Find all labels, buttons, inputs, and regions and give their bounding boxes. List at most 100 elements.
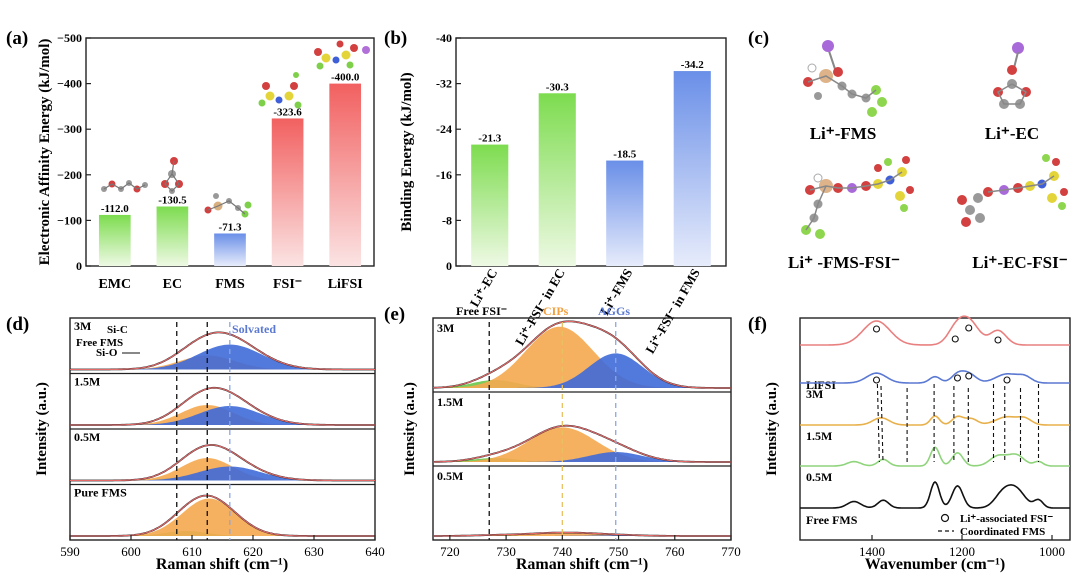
panel-f: (f) Intensity (a.u.) Wavenumber (cm⁻¹) L… xyxy=(748,314,1071,573)
panel-a-bar xyxy=(98,214,131,266)
panel-b-ytick-label: -24 xyxy=(436,122,452,136)
panel-e-component-area xyxy=(433,353,731,388)
fms-molecule-icon xyxy=(204,193,252,218)
panel-a: (a) Electronic Affinity Energy (kJ/mol) … xyxy=(6,28,375,292)
li-ec-structure-icon xyxy=(993,42,1031,109)
panel-f-peak-marker xyxy=(951,335,959,343)
panel-e-xtick-label: 760 xyxy=(665,544,685,559)
panel-d-series-label: 3M xyxy=(74,319,91,333)
panel-e-label: (e) xyxy=(384,304,405,325)
panel-f-legend: Li⁺-associated FSI⁻ Coordinated FMS xyxy=(938,513,1053,538)
panel-f-spectrum-line xyxy=(800,415,1070,426)
panel-a-bar-value-label: -71.3 xyxy=(219,221,242,233)
panel-e-plot: 3M 1.5M 0.5M xyxy=(432,320,731,540)
panel-e-component-area xyxy=(433,452,731,462)
panel-d: (d) Intensity (a.u.) Raman shift (cm⁻¹) … xyxy=(6,314,385,573)
panel-d-xtick-label: 620 xyxy=(243,544,263,559)
panel-b-ytick-label: -40 xyxy=(436,31,452,45)
panel-d-xtick-label: 630 xyxy=(304,544,324,559)
panel-d-component-area xyxy=(70,466,375,481)
lifsi-molecule-icon xyxy=(314,40,370,70)
panel-e-xtick-label: 770 xyxy=(721,544,741,559)
panel-e: (e) Intensity (a.u.) Raman shift (cm⁻¹) … xyxy=(384,304,741,573)
panel-a-bars: -112.0 EMC -130.5 EC -71.3 FMS -323.6 FSI⁻ -400.… xyxy=(98,72,362,292)
panel-b-ytick-label: 0 xyxy=(446,259,452,273)
panel-f-series-label: Free FMS xyxy=(806,513,858,527)
panel-b-bar-value-label: -18.5 xyxy=(613,149,636,161)
free-fsi-annotation: Free FSI⁻ xyxy=(456,304,507,318)
panel-b-bar xyxy=(538,93,576,266)
panel-e-fit-line xyxy=(433,532,731,537)
panel-f-spectrum-line xyxy=(800,481,1070,509)
panel-d-series-label: 1.5M xyxy=(74,375,100,389)
panel-a-bar-value-label: -400.0 xyxy=(331,72,360,84)
panel-f-frame xyxy=(799,317,1071,541)
panel-d-x-ticks: 590 600 610 620 630 640 xyxy=(60,535,385,559)
aggs-annotation: AGGs xyxy=(598,304,630,318)
panel-f-peak-marker xyxy=(872,325,881,333)
panel-e-x-ticks: 720 730 740 750 760 770 xyxy=(440,535,741,559)
structure-label-li-ec-fsi: Li⁺-EC-FSI⁻ xyxy=(972,253,1067,272)
panel-d-component-area xyxy=(70,406,375,425)
panel-f-xtick-label: 1200 xyxy=(949,544,975,559)
panel-b-bar-value-label: -30.3 xyxy=(546,81,569,93)
panel-d-component-area xyxy=(70,498,375,536)
panel-f-spectrum-line xyxy=(800,446,1070,467)
panel-a-category-label: LiFSI xyxy=(328,277,363,292)
panel-d-ylabel: Intensity (a.u.) xyxy=(34,382,50,476)
panel-f-series-label: 3M xyxy=(806,387,823,401)
panel-e-fit-line xyxy=(432,320,731,389)
panel-f-xtick-label: 1000 xyxy=(1039,544,1065,559)
panel-a-bar-value-label: -130.5 xyxy=(158,194,187,206)
panel-f-xlabel: Wavenumber (cm⁻¹) xyxy=(865,556,1005,573)
panel-e-xtick-label: 720 xyxy=(440,544,460,559)
legend-coordinated-fms: Coordinated FMS xyxy=(960,526,1045,538)
panel-f-ylabel: Intensity (a.u.) xyxy=(764,382,780,476)
panel-d-fit-line xyxy=(70,444,375,482)
panel-d-plot: 3M 1.5M 0.5M Pure FMS xyxy=(70,319,375,540)
panel-a-category-label: FMS xyxy=(215,277,245,292)
panel-f-x-ticks: 1400 1200 1000 xyxy=(859,535,1065,559)
panel-a-bar xyxy=(329,83,362,266)
panel-e-fit-line xyxy=(433,425,731,463)
panel-a-bar-value-label: -323.6 xyxy=(273,106,302,118)
panel-e-component-area xyxy=(433,326,731,388)
panel-e-xtick-label: 740 xyxy=(553,544,573,559)
panel-b-ytick-label: -8 xyxy=(442,213,452,227)
panel-d-component-area xyxy=(70,344,375,370)
panel-a-y-ticks: 0 −100 −200 −300 −400 −500 xyxy=(57,31,91,273)
panel-b-label: (b) xyxy=(384,28,407,49)
panel-d-xtick-label: 640 xyxy=(365,544,385,559)
panel-a-ytick-label: 0 xyxy=(76,259,82,273)
panel-f-peak-marker xyxy=(953,374,962,382)
panel-f-xtick-label: 1400 xyxy=(859,544,885,559)
si-o-annotation: Si-O xyxy=(96,347,118,359)
panel-e-ylabel: Intensity (a.u.) xyxy=(402,382,418,476)
panel-c: (c) Li⁺-FMS xyxy=(748,28,1068,272)
panel-a-ytick-label: −300 xyxy=(57,122,82,136)
panel-c-label: (c) xyxy=(748,28,769,49)
free-fms-annotation: Free FMS xyxy=(76,337,123,349)
panel-a-bar xyxy=(156,206,189,266)
panel-d-series-label: Pure FMS xyxy=(74,486,127,500)
panel-a-ytick-label: −100 xyxy=(57,213,82,227)
panel-f-series-label: LiFSI xyxy=(806,378,836,392)
panel-a-bar xyxy=(271,118,304,266)
panel-f-label: (f) xyxy=(748,314,767,335)
panel-b-category-label: Li⁺-FSI⁻ in FMS xyxy=(642,266,703,356)
li-fms-fsi-structure-icon xyxy=(801,156,914,239)
emc-molecule-icon xyxy=(101,180,148,193)
panel-a-bar xyxy=(214,233,246,266)
panel-e-xtick-label: 750 xyxy=(609,544,629,559)
panel-a-ytick-label: −200 xyxy=(57,168,82,182)
panel-d-series-label: 0.5M xyxy=(74,430,100,444)
fsi-molecule-icon xyxy=(258,72,302,109)
li-fms-structure-icon xyxy=(803,40,887,117)
panel-f-peak-marker xyxy=(872,376,881,384)
panel-b-ytick-label: -16 xyxy=(436,168,452,182)
panel-b-ylabel: Binding Energy (kJ/mol) xyxy=(399,72,415,231)
panel-f-coordination-line xyxy=(880,385,884,463)
panel-b-frame xyxy=(455,37,727,267)
